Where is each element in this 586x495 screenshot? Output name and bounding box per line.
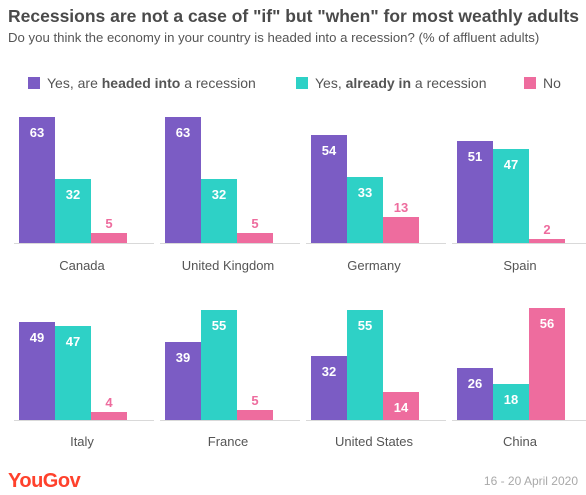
data-label-china-already-in: 18 <box>504 392 518 407</box>
bar-united-states-already-in <box>347 310 383 420</box>
data-label-united-kingdom-headed-into: 63 <box>176 125 190 140</box>
legend-swatch-already-in <box>296 77 308 89</box>
bar-spain-no <box>529 239 565 243</box>
category-label-united-states: United States <box>335 434 414 449</box>
legend-item-no: No <box>524 75 561 91</box>
legend-label-no: No <box>543 75 561 91</box>
legend-label-headed-into: Yes, are headed into a recession <box>47 75 256 91</box>
data-label-italy-headed-into: 49 <box>30 330 44 345</box>
category-label-italy: Italy <box>70 434 94 449</box>
category-label-united-kingdom: United Kingdom <box>182 258 275 273</box>
bar-italy-headed-into <box>19 322 55 420</box>
legend-label-already-in: Yes, already in a recession <box>315 75 487 91</box>
data-label-germany-headed-into: 54 <box>322 143 337 158</box>
data-label-canada-headed-into: 63 <box>30 125 44 140</box>
legend-item-headed-into: Yes, are headed into a recession <box>28 75 256 91</box>
bar-germany-headed-into <box>311 135 347 243</box>
data-label-united-kingdom-no: 5 <box>251 216 258 231</box>
data-label-italy-already-in: 47 <box>66 334 80 349</box>
bar-united-kingdom-headed-into <box>165 117 201 243</box>
bar-united-kingdom-no <box>237 233 273 243</box>
category-label-spain: Spain <box>503 258 536 273</box>
bar-china-already-in <box>493 384 529 420</box>
data-label-spain-headed-into: 51 <box>468 149 482 164</box>
data-label-france-no: 5 <box>251 393 258 408</box>
bar-france-already-in <box>201 310 237 420</box>
chart-subtitle: Do you think the economy in your country… <box>8 30 540 45</box>
bar-united-kingdom-already-in <box>201 179 237 243</box>
data-label-france-already-in: 55 <box>212 318 226 333</box>
bar-germany-no <box>383 217 419 243</box>
data-label-spain-no: 2 <box>543 222 550 237</box>
category-label-china: China <box>503 434 538 449</box>
bar-france-no <box>237 410 273 420</box>
category-label-france: France <box>208 434 248 449</box>
data-label-united-states-no: 14 <box>394 400 409 415</box>
data-label-china-no: 56 <box>540 316 554 331</box>
bar-spain-already-in <box>493 149 529 243</box>
bar-canada-headed-into <box>19 117 55 243</box>
data-label-italy-no: 4 <box>105 395 113 410</box>
data-label-france-headed-into: 39 <box>176 350 190 365</box>
data-label-united-states-already-in: 55 <box>358 318 372 333</box>
bar-canada-already-in <box>55 179 91 243</box>
data-label-china-headed-into: 26 <box>468 376 482 391</box>
bar-united-states-no <box>383 392 419 420</box>
legend-swatch-headed-into <box>28 77 40 89</box>
legend-item-already-in: Yes, already in a recession <box>296 75 486 91</box>
yougov-logo: YouGov <box>8 470 81 492</box>
bar-italy-already-in <box>55 326 91 420</box>
bar-china-headed-into <box>457 368 493 420</box>
category-label-canada: Canada <box>59 258 105 273</box>
bar-canada-no <box>91 233 127 243</box>
data-label-spain-already-in: 47 <box>504 157 518 172</box>
legend-swatch-no <box>524 77 536 89</box>
chart-title: Recessions are not a case of "if" but "w… <box>8 6 579 26</box>
data-label-united-kingdom-already-in: 32 <box>212 187 226 202</box>
bar-spain-headed-into <box>457 141 493 243</box>
category-label-germany: Germany <box>347 258 401 273</box>
bar-italy-no <box>91 412 127 420</box>
date-range: 16 - 20 April 2020 <box>483 474 578 488</box>
bar-germany-already-in <box>347 177 383 243</box>
bar-united-states-headed-into <box>311 356 347 420</box>
data-label-canada-already-in: 32 <box>66 187 80 202</box>
data-label-united-states-headed-into: 32 <box>322 364 336 379</box>
data-label-germany-no: 13 <box>394 200 408 215</box>
bar-france-headed-into <box>165 342 201 420</box>
data-label-germany-already-in: 33 <box>358 185 372 200</box>
bar-china-no <box>529 308 565 420</box>
data-label-canada-no: 5 <box>105 216 112 231</box>
